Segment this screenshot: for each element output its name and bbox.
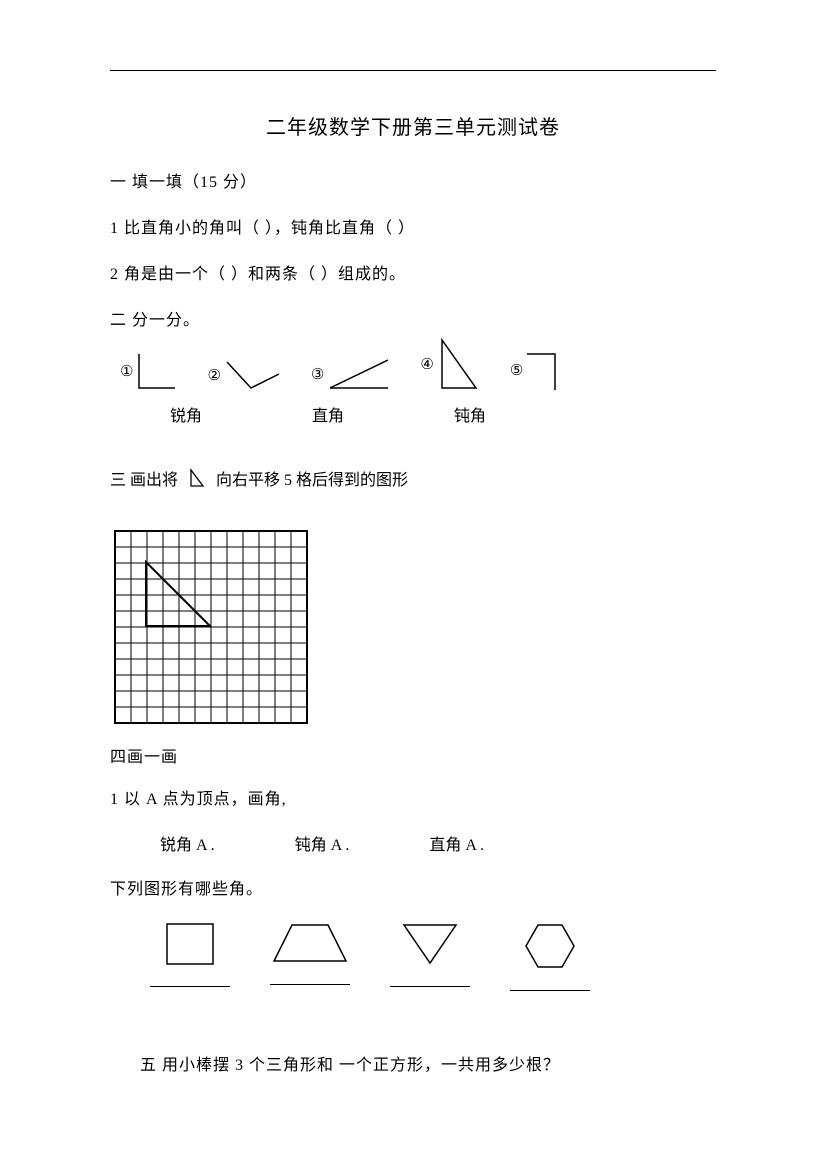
- angles-row: ① ② ③ ④ ⑤: [120, 336, 716, 392]
- angle-1: ①: [120, 350, 177, 392]
- cat-acute: 锐角: [170, 402, 202, 426]
- section-4-heading: 四画一画: [110, 743, 716, 767]
- shape-triangle: [390, 921, 470, 987]
- right-angle-icon: [135, 350, 177, 392]
- q4-2: 下列图形有哪些角。: [110, 875, 716, 899]
- section-1-heading: 一 填一填（15 分）: [110, 168, 716, 192]
- angle-label-1: ①: [120, 362, 133, 381]
- underline-3: [390, 985, 470, 987]
- down-triangle-icon: [400, 921, 460, 967]
- cat-obtuse: 钝角: [454, 402, 486, 426]
- q4-obtuse: 钝角 A .: [295, 831, 350, 855]
- grid-figure: [114, 530, 716, 731]
- shape-trapezoid: [270, 921, 350, 985]
- page: 二年级数学下册第三单元测试卷 一 填一填（15 分） 1 比直角小的角叫（ ），…: [0, 0, 826, 1169]
- underline-4: [510, 989, 590, 991]
- shape-hexagon: [510, 921, 590, 991]
- q1-2: 2 角是由一个（ ）和两条（ ）组成的。: [110, 260, 716, 284]
- hexagon-icon: [522, 921, 578, 971]
- section-5: 五 用小棒摆 3 个三角形和 一个正方形，一共用多少根？: [140, 1051, 716, 1075]
- trapezoid-icon: [270, 921, 350, 965]
- q4-items: 锐角 A . 钝角 A . 直角 A .: [160, 831, 716, 855]
- sec3-suffix: 向右平移 5 格后得到的图形: [216, 466, 408, 490]
- angle-label-3: ③: [311, 365, 324, 384]
- top-rule: [110, 70, 716, 71]
- cat-right: 直角: [312, 402, 344, 426]
- underline-1: [150, 985, 230, 987]
- underline-2: [270, 983, 350, 985]
- shape-square: [150, 921, 230, 987]
- angle-label-2: ②: [207, 366, 220, 385]
- page-title: 二年级数学下册第三单元测试卷: [110, 111, 716, 140]
- q4-1: 1 以 A 点为顶点，画角,: [110, 785, 716, 809]
- grid-svg: [114, 530, 310, 726]
- section-3: 三 画出将 向右平移 5 格后得到的图形: [110, 466, 716, 490]
- angle-4: ④: [420, 336, 479, 392]
- section-2-heading: 二 分一分。: [110, 306, 716, 330]
- right-triangle-icon: [436, 336, 480, 392]
- angle-2: ②: [207, 358, 280, 392]
- square-icon: [162, 921, 218, 967]
- category-row: 锐角 直角 钝角: [170, 402, 716, 426]
- q4-right: 直角 A .: [429, 831, 484, 855]
- q4-acute: 锐角 A .: [160, 831, 215, 855]
- sec3-prefix: 三 画出将: [110, 466, 178, 490]
- angle-label-5: ⑤: [510, 361, 523, 380]
- corner-angle-icon: [525, 348, 569, 392]
- angle-3: ③: [311, 356, 390, 392]
- obtuse-angle-icon: [223, 358, 281, 392]
- shapes-row: [150, 921, 716, 991]
- angle-label-4: ④: [420, 355, 433, 374]
- angle-5: ⑤: [510, 348, 569, 392]
- small-triangle-icon: [188, 468, 206, 488]
- q1-1: 1 比直角小的角叫（ ），钝角比直角（ ）: [110, 214, 716, 238]
- acute-angle-icon: [326, 356, 390, 392]
